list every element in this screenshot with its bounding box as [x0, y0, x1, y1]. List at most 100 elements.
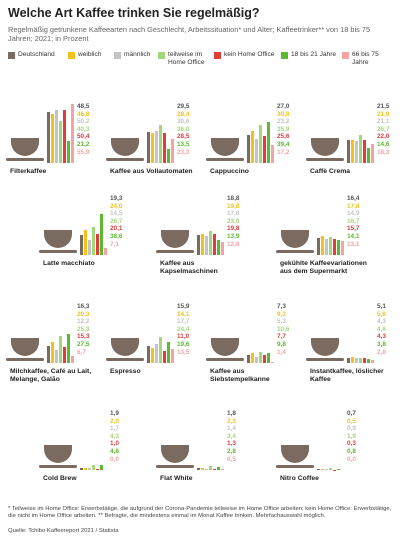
bar [271, 144, 274, 163]
bar [321, 236, 324, 255]
legend-label: männlich [124, 51, 151, 58]
bar [201, 234, 204, 255]
bar [92, 226, 95, 255]
bar [363, 358, 366, 363]
bar [267, 352, 270, 363]
bar [355, 358, 358, 363]
value-label: 17,8 [347, 202, 360, 210]
value-label: 39,4 [277, 141, 290, 148]
bar [63, 346, 66, 363]
value-label: 55,9 [77, 148, 90, 156]
bar [263, 136, 266, 163]
value-label: 14,5 [110, 210, 123, 218]
cup-icon [211, 138, 239, 156]
value-label: 4,8 [110, 448, 119, 455]
bar [355, 140, 358, 163]
bar [205, 468, 208, 470]
legend-label: Deutschland [18, 51, 55, 58]
legend-swatch [68, 51, 75, 59]
bar [351, 140, 354, 163]
value-label: 1,9 [110, 410, 119, 417]
value-label: 12,2 [77, 318, 90, 326]
saucer-icon [156, 465, 194, 468]
value-label: 6,7 [77, 348, 86, 356]
value-label: 18,8 [227, 195, 240, 202]
value-label: 0,7 [347, 410, 356, 417]
value-label: 17,2 [277, 148, 290, 156]
value-label: 16,7 [347, 217, 360, 225]
value-label: 38,6 [110, 233, 123, 240]
bar [163, 351, 166, 363]
value-label: 7,3 [277, 303, 286, 310]
value-label: 1,0 [110, 440, 119, 448]
saucer-icon [206, 358, 244, 361]
bar [51, 341, 54, 363]
bar [67, 140, 70, 163]
cup-icon [44, 230, 72, 248]
value-label: 3,8 [377, 341, 386, 348]
cup-icon [311, 138, 339, 156]
legend-label: 66 bis 75 Jahre [352, 51, 379, 66]
bar [171, 138, 174, 163]
saucer-icon [156, 250, 194, 253]
legend-label: kein Home Office [224, 51, 275, 58]
bar [321, 469, 324, 470]
value-label: 9,3 [277, 310, 286, 318]
legend-item: 66 bis 75 Jahre [342, 51, 396, 67]
bar [47, 345, 50, 363]
bar [59, 336, 62, 363]
bar [47, 112, 50, 163]
legend-item: männlich [114, 51, 156, 59]
bar [267, 121, 270, 163]
bar [151, 133, 154, 163]
bar [317, 237, 320, 255]
bar [171, 348, 174, 363]
bar [71, 104, 74, 163]
saucer-icon [39, 250, 77, 253]
bar [359, 358, 362, 363]
value-label: 16,4 [347, 195, 360, 202]
bar [151, 348, 154, 363]
value-label: 24,4 [177, 325, 190, 333]
bar [155, 130, 158, 163]
bar [147, 132, 150, 163]
saucer-icon [106, 158, 144, 161]
value-label: 30,6 [177, 118, 190, 126]
bar [247, 355, 250, 363]
legend-item: Deutschland [8, 51, 66, 59]
cup-icon [311, 338, 339, 356]
cup-icon [111, 338, 139, 356]
value-label: 23,3 [177, 148, 190, 156]
legend-swatch [281, 51, 288, 59]
bar [84, 467, 87, 470]
cup-icon [161, 230, 189, 248]
value-label: 4,6 [377, 325, 386, 333]
value-label: 5,3 [277, 318, 286, 326]
value-label: 4,3 [377, 333, 386, 341]
bar [255, 357, 258, 363]
value-label: 20,1 [110, 225, 123, 233]
value-label: 23,0 [227, 217, 240, 225]
bar [55, 110, 58, 163]
saucer-icon [206, 158, 244, 161]
category-label: Flat White [160, 475, 193, 482]
saucer-icon [6, 358, 44, 361]
value-label: 15,3 [77, 333, 90, 341]
bar [205, 236, 208, 255]
value-label: 18,3 [377, 148, 390, 156]
value-label: 5,1 [377, 303, 386, 310]
saucer-icon [276, 465, 314, 468]
bar [337, 240, 340, 255]
bar [341, 241, 344, 255]
bar [259, 351, 262, 363]
bar [159, 125, 162, 163]
value-label: 29,5 [177, 103, 190, 110]
value-label: 28,4 [177, 110, 190, 118]
bar [201, 467, 204, 470]
value-label: 1,9 [347, 432, 356, 440]
bar [347, 140, 350, 163]
value-label: 19,8 [227, 202, 240, 210]
bar [317, 469, 320, 470]
bar [167, 148, 170, 163]
